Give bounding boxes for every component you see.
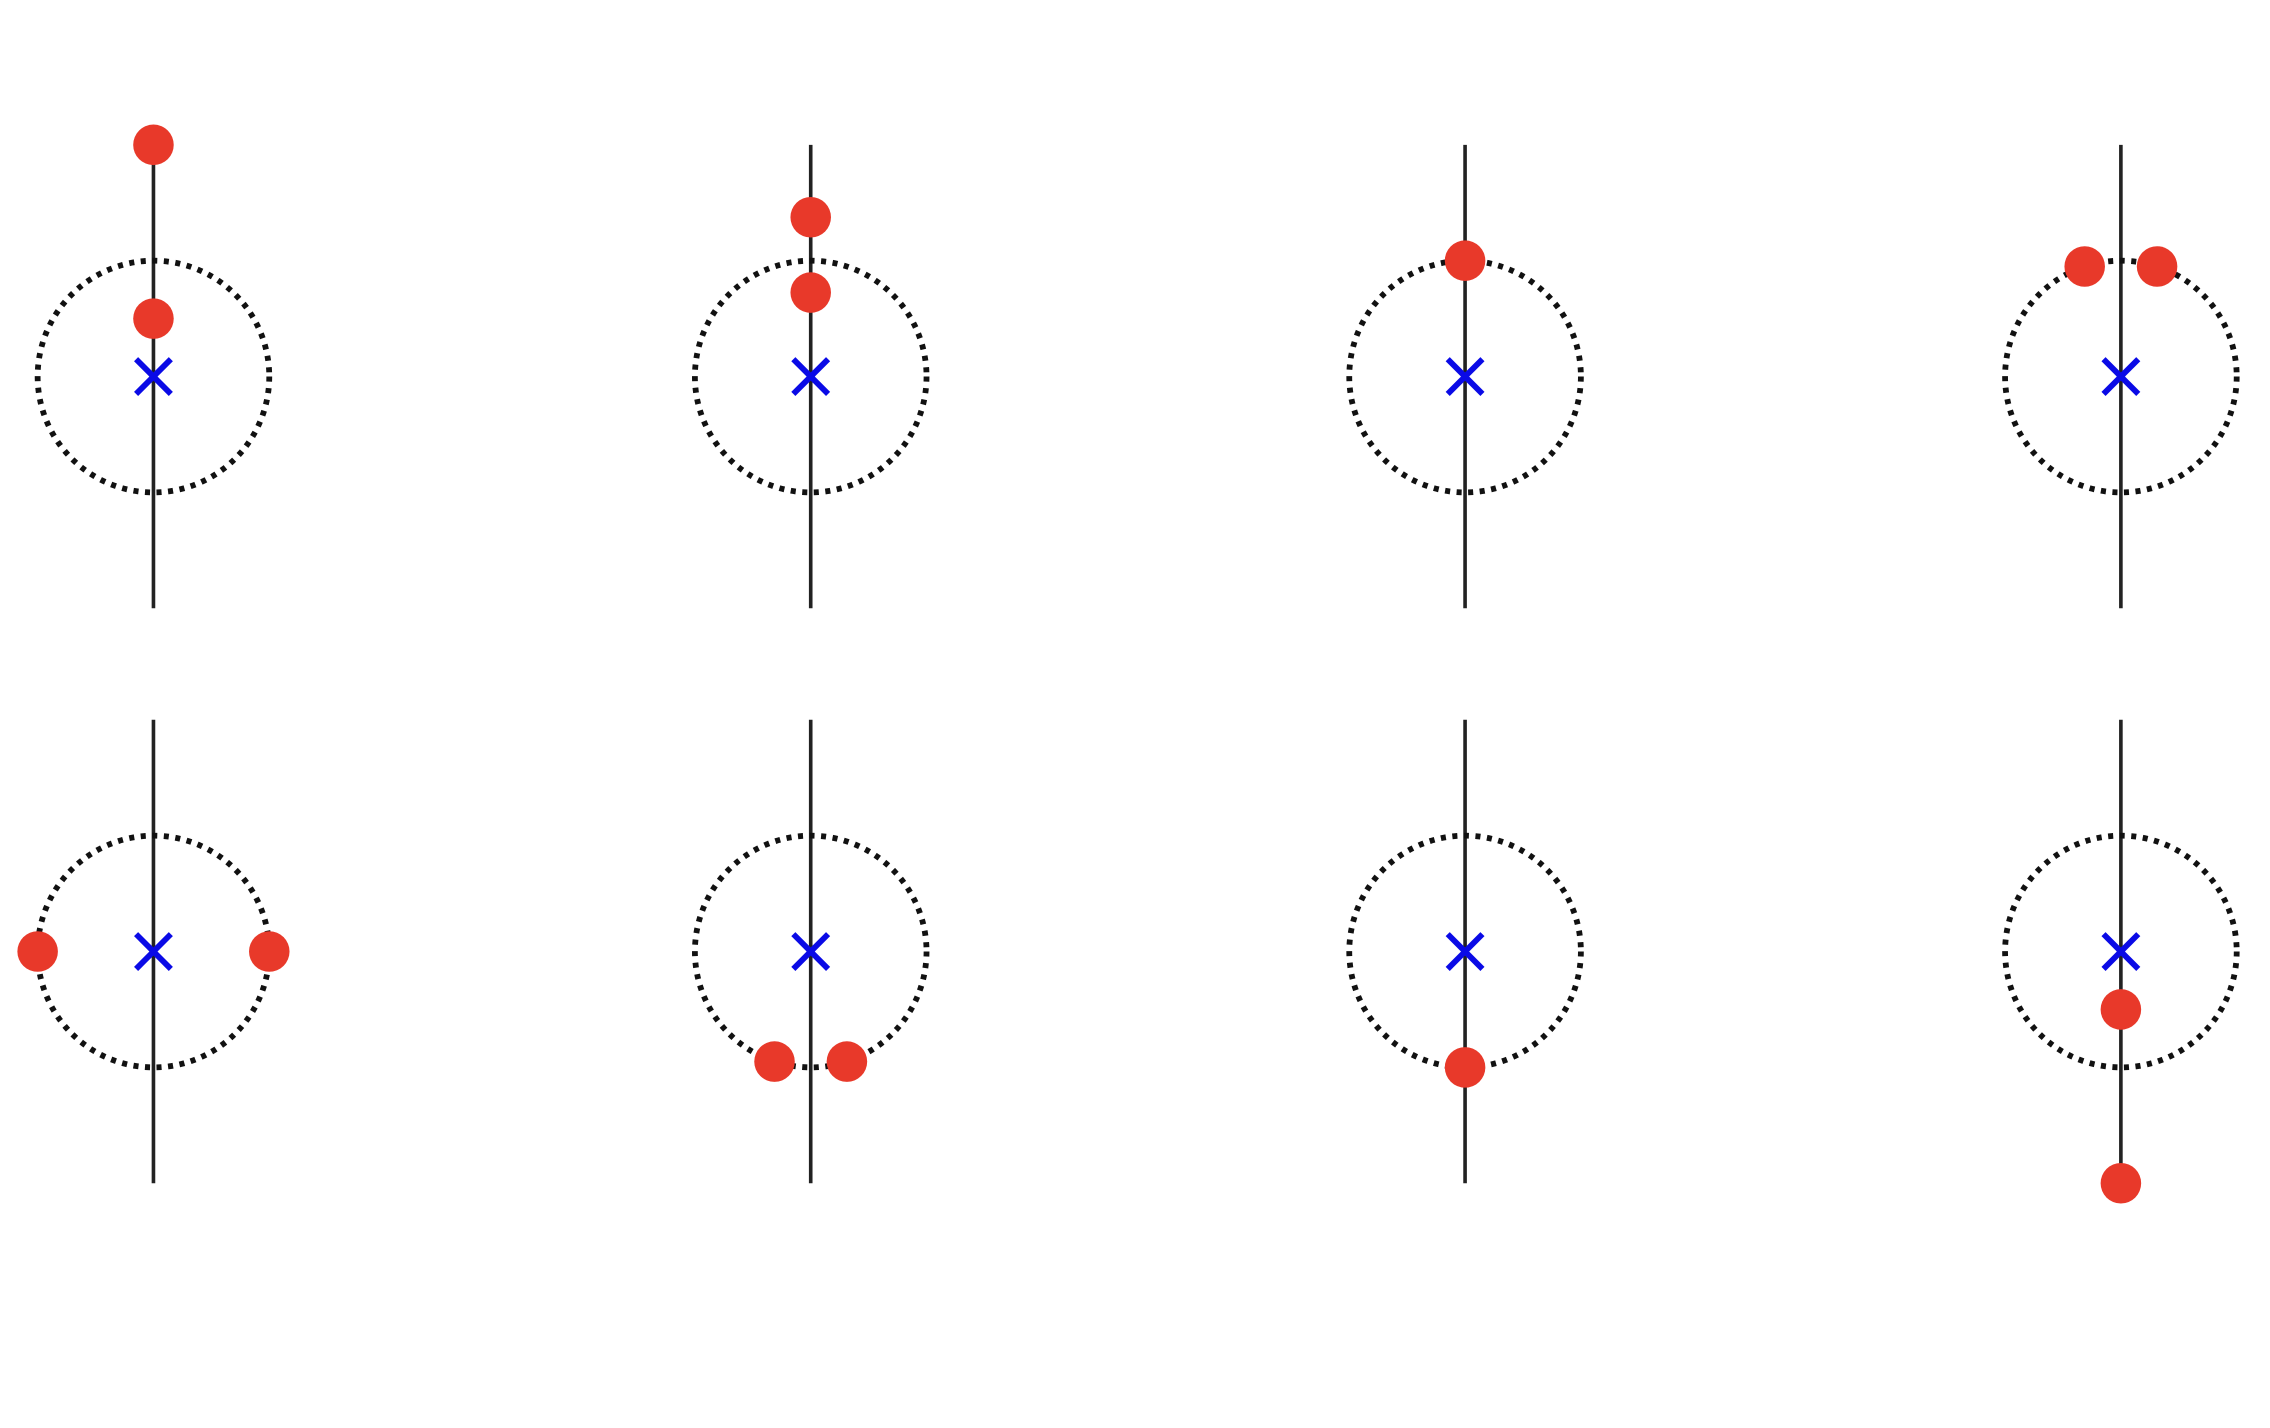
red-dot	[249, 931, 290, 972]
dotted-circle	[2002, 257, 2240, 496]
center-cross	[2101, 357, 2141, 396]
center-cross	[2101, 932, 2141, 971]
panel	[34, 124, 273, 609]
red-dot	[2136, 246, 2178, 287]
panel	[692, 144, 930, 609]
center-cross	[791, 932, 831, 971]
red-dot	[17, 931, 58, 972]
center-cross	[1445, 932, 1485, 971]
red-dot	[826, 1041, 868, 1082]
dotted-circle	[692, 257, 930, 496]
panel	[2002, 144, 2240, 609]
red-dot	[133, 298, 174, 339]
red-dot	[1444, 240, 1486, 281]
center-cross	[791, 357, 831, 396]
red-dot	[2064, 246, 2105, 287]
panel	[2002, 719, 2240, 1204]
center-cross	[134, 932, 173, 971]
red-dot	[790, 272, 831, 313]
red-dot	[133, 124, 174, 166]
red-dot	[1444, 1047, 1486, 1088]
red-dot	[2100, 989, 2142, 1030]
dotted-circle	[34, 257, 273, 496]
red-dot	[2100, 1162, 2142, 1204]
center-cross	[1445, 357, 1485, 396]
dotted-circle	[692, 832, 930, 1071]
red-dot	[754, 1041, 795, 1082]
dotted-circle	[2002, 832, 2240, 1071]
panel	[1346, 144, 1584, 609]
panel	[1346, 719, 1584, 1184]
panel	[17, 719, 290, 1184]
panel	[692, 719, 930, 1184]
red-dot	[790, 196, 831, 238]
center-cross	[134, 357, 173, 396]
dotted-circle	[1346, 832, 1584, 1071]
